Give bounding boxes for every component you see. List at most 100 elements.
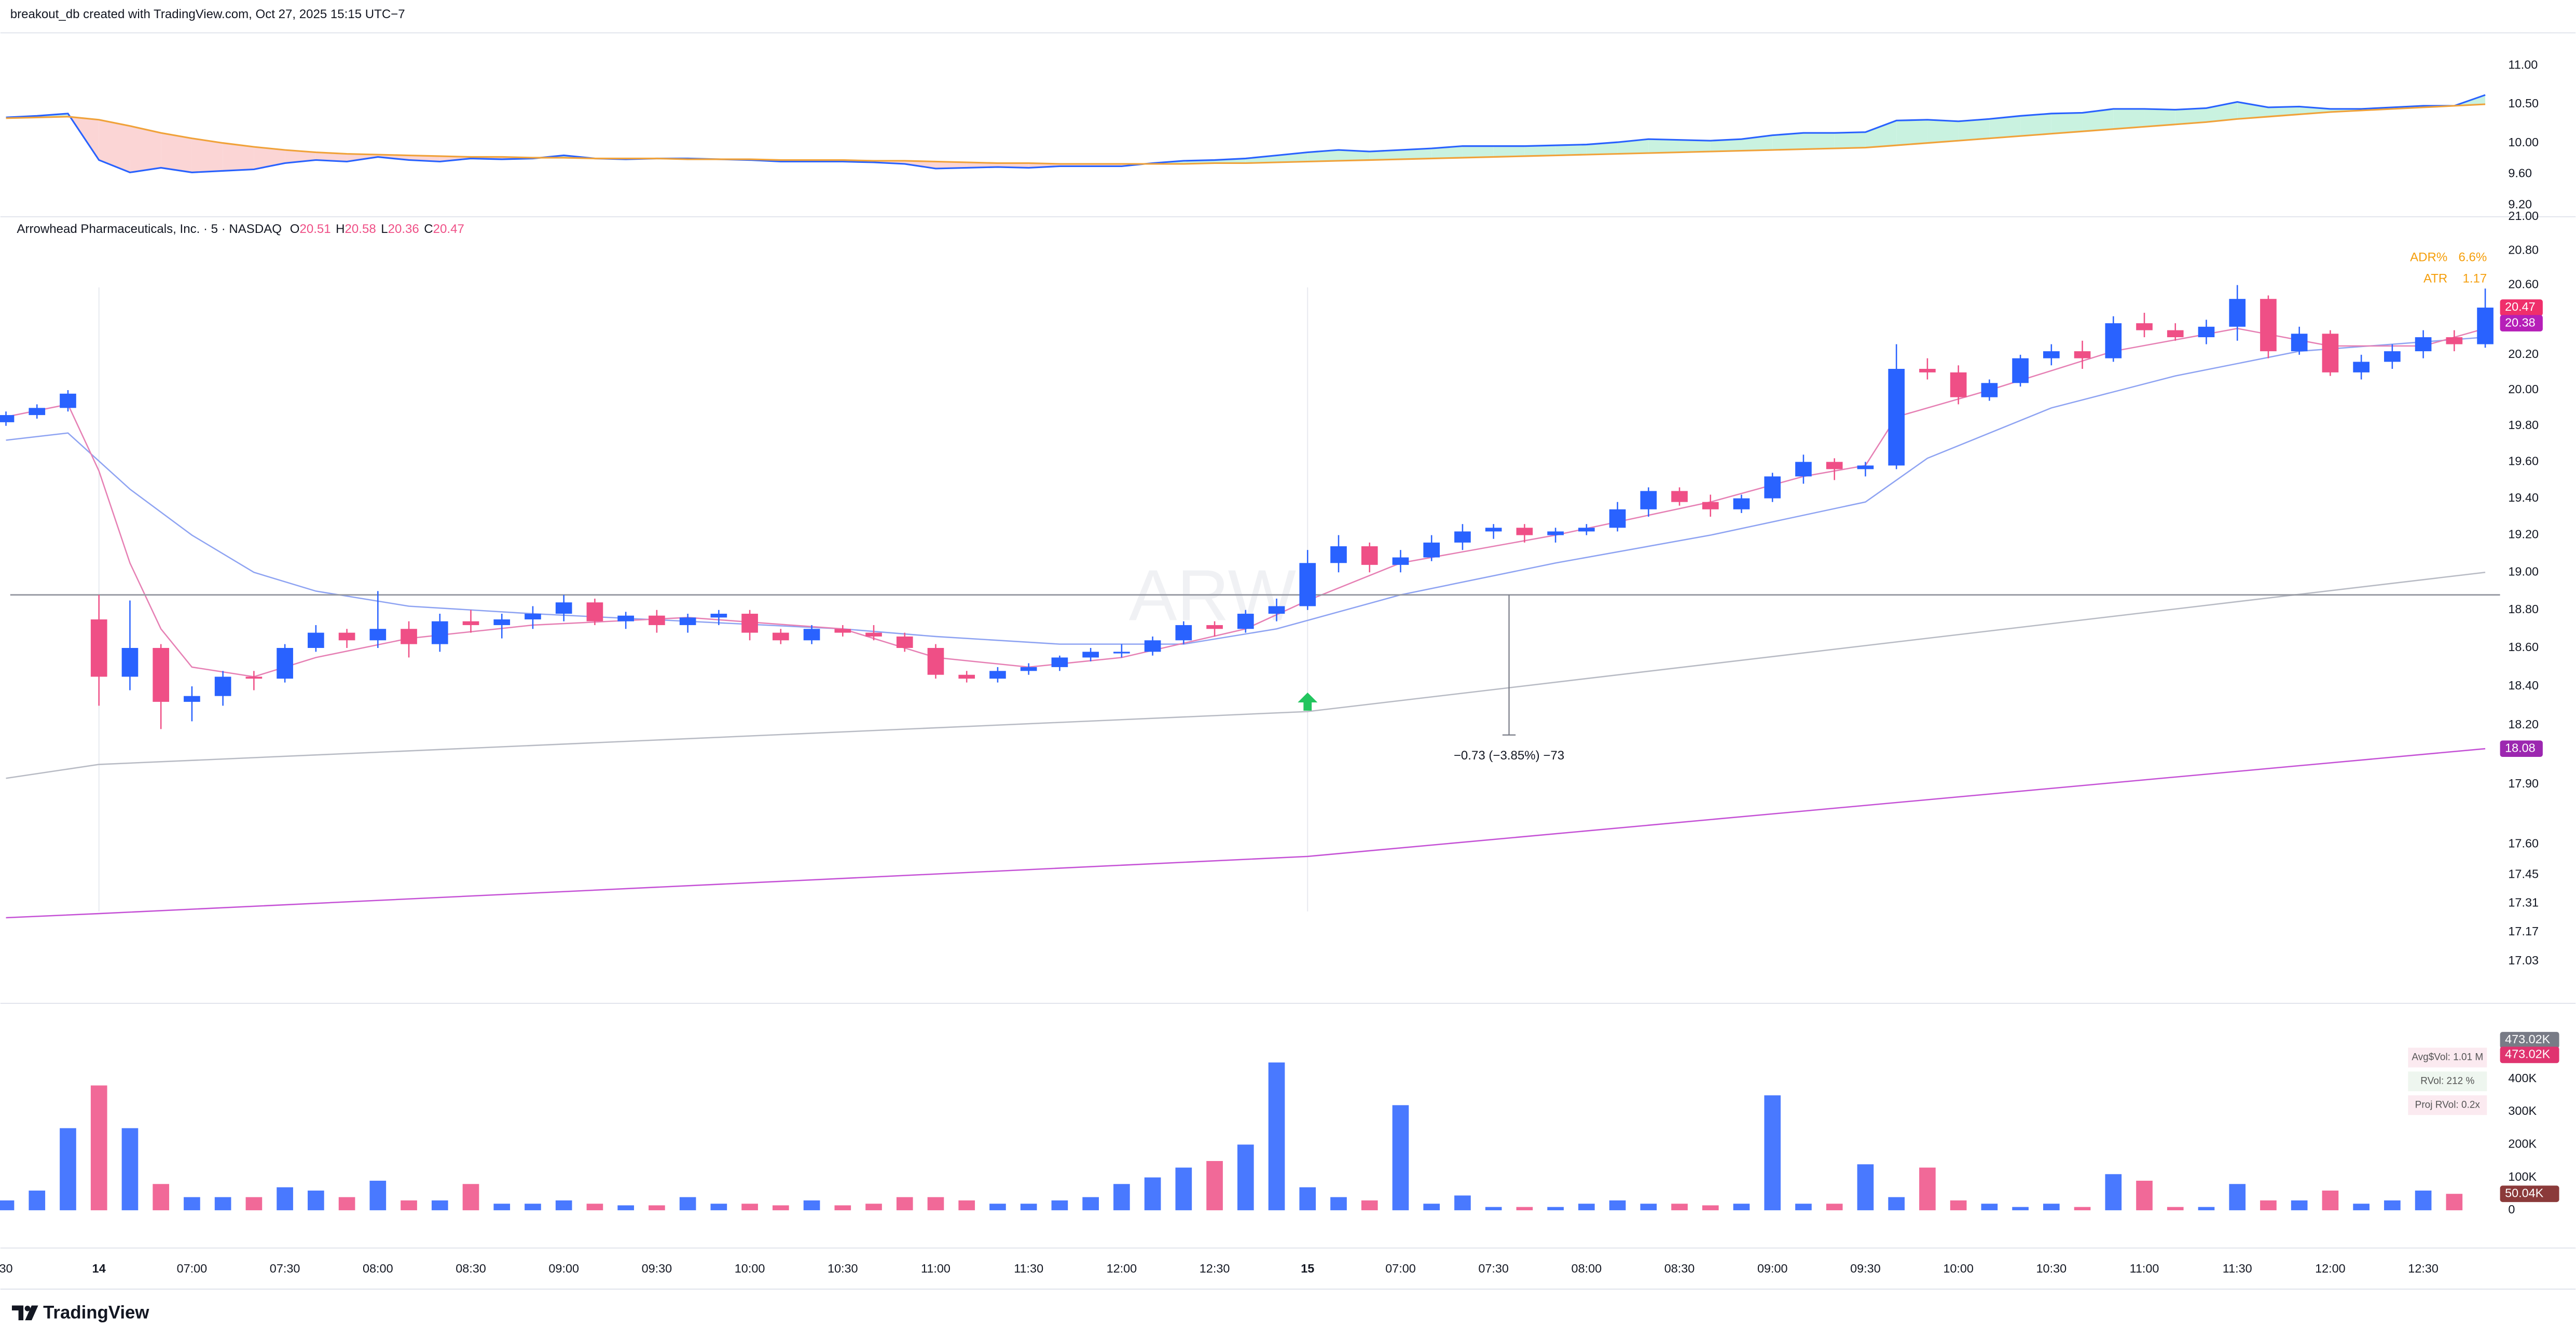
- candle-body: [1361, 546, 1378, 565]
- candle-body: [710, 614, 727, 618]
- candle-body: [1206, 625, 1223, 629]
- y-tick-label: 20.80: [2508, 243, 2539, 257]
- volume-bar: [1702, 1205, 1719, 1210]
- price-badge-label: 20.38: [2505, 315, 2536, 329]
- cloud: [1586, 142, 1618, 155]
- volume-badge: [2500, 1185, 2559, 1203]
- volume-bar: [2322, 1190, 2339, 1210]
- info-box: [2408, 1071, 2487, 1092]
- cloud: [254, 147, 285, 170]
- candle-body: [1764, 476, 1781, 499]
- y-tick-label: 17.45: [2508, 867, 2539, 880]
- volume-bar: [493, 1204, 511, 1210]
- x-tick-label: 07:30: [1478, 1262, 1509, 1275]
- cloud: [1803, 133, 1835, 149]
- volume-bar: [525, 1204, 541, 1210]
- volume-bar: [2446, 1194, 2463, 1210]
- volume-bar: [245, 1197, 263, 1210]
- candle-body: [2074, 351, 2091, 358]
- candle-body: [1516, 528, 1533, 535]
- volume-bar: [90, 1085, 107, 1210]
- x-tick-label: 11:30: [2223, 1262, 2252, 1275]
- x-tick-label: 12:30: [2408, 1262, 2439, 1275]
- volume-bar: [1113, 1184, 1130, 1210]
- volume-badge: [2500, 1032, 2559, 1048]
- candle-body: [1020, 667, 1037, 671]
- volume-bar: [1268, 1062, 1285, 1210]
- volume-bar: [927, 1197, 944, 1210]
- candle-body: [90, 619, 107, 677]
- candle-body: [2291, 334, 2308, 352]
- candle-body: [2136, 323, 2153, 330]
- candle-body: [1950, 372, 1967, 397]
- y-tick-label: 17.90: [2508, 777, 2539, 790]
- volume-bar: [1547, 1207, 1564, 1210]
- volume-bar: [772, 1205, 789, 1210]
- moving-average: [6, 327, 2486, 678]
- candle-body: [1113, 652, 1130, 654]
- cloud: [2175, 108, 2207, 125]
- y-tick-label: 10.00: [2508, 135, 2539, 149]
- x-tick-label: 09:00: [548, 1262, 579, 1275]
- volume-bar: [1950, 1200, 1967, 1210]
- volume-bar: [462, 1184, 479, 1210]
- header: breakout_db created with TradingView.com…: [10, 7, 405, 21]
- candle-body: [586, 602, 603, 621]
- y-tick-label: 9.60: [2508, 167, 2532, 180]
- x-tick-label: 07:30: [270, 1262, 300, 1275]
- candle-body: [1454, 531, 1471, 543]
- title-text: Arrowhead Pharmaceuticals, Inc. · 5 · NA…: [17, 223, 282, 237]
- signal-arrow: [1298, 693, 1318, 711]
- stat-name: ATR: [2423, 271, 2447, 285]
- volume-bar: [0, 1200, 15, 1210]
- volume-bar: [741, 1204, 758, 1210]
- candle-body: [555, 602, 572, 614]
- volume-bar: [1795, 1204, 1812, 1210]
- candle-body: [834, 629, 851, 633]
- volume-bar: [277, 1187, 293, 1210]
- y-tick-label: 300K: [2508, 1104, 2537, 1117]
- candle-body: [214, 676, 231, 696]
- candle-body: [401, 629, 417, 644]
- y-tick-label: 0: [2508, 1203, 2515, 1216]
- candle-body: [958, 674, 975, 679]
- cloud: [1679, 140, 1711, 153]
- cloud: [935, 161, 967, 169]
- volume-bar: [369, 1180, 387, 1210]
- cloud: [315, 152, 347, 162]
- volume-bar: [865, 1204, 882, 1210]
- candle-body: [1485, 528, 1502, 532]
- x-tick-label: 12:00: [2315, 1262, 2346, 1275]
- cloud: [1462, 146, 1494, 158]
- volume-bar: [1206, 1161, 1223, 1210]
- candle-body: [1733, 498, 1750, 509]
- candle-body: [2260, 299, 2277, 352]
- candle-body: [1702, 502, 1719, 509]
- volume-bar: [1423, 1204, 1440, 1210]
- cloud: [1431, 146, 1463, 159]
- candle-body: [2105, 323, 2122, 358]
- candle-body: [338, 632, 355, 641]
- volume-bar: [2198, 1207, 2215, 1210]
- candle-body: [1423, 542, 1440, 558]
- volume-bar: [834, 1205, 851, 1210]
- volume-bar: [1981, 1204, 1998, 1210]
- candle-body: [1857, 465, 1874, 469]
- candle-body: [1826, 462, 1843, 469]
- candle-body: [2167, 330, 2184, 338]
- y-tick-label: 19.80: [2508, 418, 2539, 432]
- x-tick-label: 10:00: [735, 1262, 765, 1275]
- stat-name: ADR%: [2410, 250, 2447, 264]
- volume-bar: [1299, 1187, 1316, 1210]
- x-tick-label: 07:00: [1385, 1262, 1416, 1275]
- volume-bar: [2136, 1180, 2153, 1210]
- candle-body: [1795, 462, 1812, 477]
- candle-body: [1330, 546, 1347, 563]
- cloud: [1648, 139, 1680, 154]
- ohlc-label: C: [424, 223, 433, 237]
- y-tick-label: 19.00: [2508, 564, 2539, 578]
- y-tick-label: 11.00: [2508, 58, 2538, 72]
- cloud: [1524, 145, 1556, 157]
- x-tick-label: 15: [1301, 1262, 1314, 1275]
